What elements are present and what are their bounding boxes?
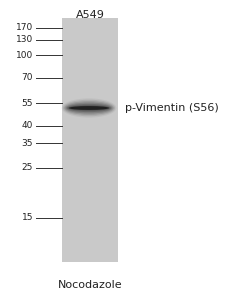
Text: 70: 70 bbox=[22, 74, 33, 82]
Text: p-Vimentin (S56): p-Vimentin (S56) bbox=[125, 103, 219, 113]
Text: 130: 130 bbox=[16, 35, 33, 44]
Ellipse shape bbox=[68, 105, 110, 111]
Bar bbox=[62, 18, 118, 262]
Text: 25: 25 bbox=[22, 164, 33, 172]
Text: 35: 35 bbox=[22, 139, 33, 148]
Text: 100: 100 bbox=[16, 50, 33, 59]
Text: 40: 40 bbox=[22, 122, 33, 130]
Ellipse shape bbox=[69, 106, 109, 110]
Text: 55: 55 bbox=[22, 98, 33, 107]
Text: 15: 15 bbox=[22, 214, 33, 223]
Ellipse shape bbox=[65, 103, 113, 113]
Ellipse shape bbox=[64, 101, 114, 115]
Ellipse shape bbox=[67, 104, 111, 112]
Text: 170: 170 bbox=[16, 23, 33, 32]
Ellipse shape bbox=[62, 98, 116, 118]
Text: Nocodazole: Nocodazole bbox=[58, 280, 122, 290]
Text: A549: A549 bbox=[76, 10, 104, 20]
Ellipse shape bbox=[63, 100, 115, 116]
